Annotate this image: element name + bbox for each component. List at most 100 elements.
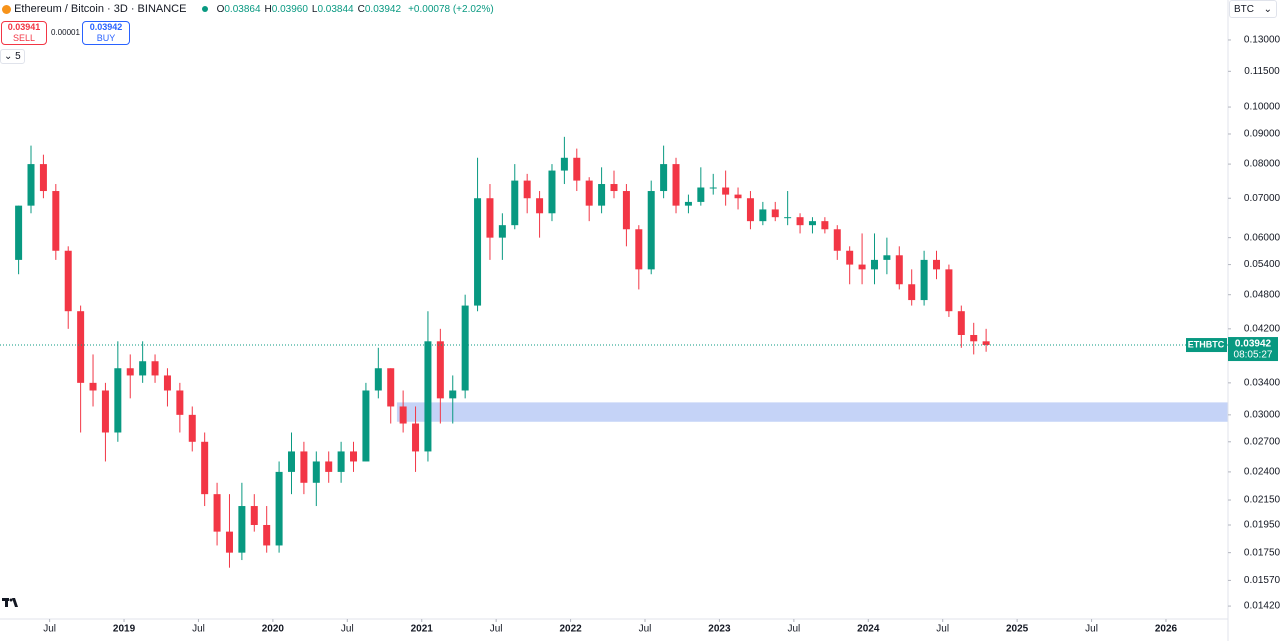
x-tick-label: 2024 — [857, 624, 880, 635]
candle-body — [672, 164, 680, 206]
candle-body — [337, 451, 345, 472]
candle-body — [449, 390, 457, 399]
candle-body — [697, 187, 705, 202]
buy-button[interactable]: 0.03942 BUY — [82, 21, 130, 45]
ohlc-value: 0.03864 — [224, 4, 261, 15]
y-tick-label: 0.02700 — [1244, 436, 1280, 447]
x-tick-label: Jul — [1085, 624, 1098, 635]
candle-body — [498, 225, 506, 238]
candle-body — [536, 198, 544, 214]
y-tick-label: 0.01420 — [1244, 601, 1280, 612]
candle-body — [647, 191, 655, 270]
candle-body — [399, 406, 407, 424]
x-tick-label: Jul — [490, 624, 503, 635]
x-tick-label: 2025 — [1006, 624, 1029, 635]
candle-body — [424, 341, 432, 452]
candle-body — [759, 209, 767, 222]
y-tick-label: 0.11500 — [1244, 66, 1280, 77]
candle-body — [858, 264, 866, 270]
candle-body — [560, 157, 568, 171]
y-tick-label: 0.02400 — [1244, 467, 1280, 478]
candle-body — [486, 198, 494, 238]
candle-body — [511, 180, 519, 226]
y-tick-label: 0.13000 — [1244, 35, 1280, 46]
symbol: Ethereum / Bitcoin · 3D · BINANCE — [14, 3, 187, 15]
y-tick-label: 0.03000 — [1244, 409, 1280, 420]
candle-body — [585, 180, 593, 206]
y-tick-label: 0.10000 — [1244, 102, 1280, 113]
candle-body — [746, 198, 754, 222]
candle-body — [101, 390, 109, 433]
y-tick-label: 0.04200 — [1244, 323, 1280, 334]
x-tick-label: Jul — [192, 624, 205, 635]
y-tick-label: 0.01950 — [1244, 520, 1280, 531]
symbol-tag — [1186, 338, 1227, 353]
candle-body — [945, 269, 953, 312]
x-tick-label: Jul — [341, 624, 354, 635]
candle-body — [474, 198, 482, 306]
candle-body — [188, 414, 196, 442]
candle-body — [139, 361, 147, 376]
x-tick-label: 2023 — [708, 624, 731, 635]
ohlc-key: O — [216, 4, 225, 15]
candle-body — [957, 311, 965, 335]
candle-body — [387, 368, 395, 407]
x-tick-label: Jul — [639, 624, 652, 635]
y-tick-label: 0.07000 — [1244, 193, 1280, 204]
candle-body — [114, 368, 122, 433]
candle-body — [784, 217, 792, 219]
currency-select[interactable]: BTC ⌄ — [1229, 0, 1277, 18]
tv-logo — [2, 598, 18, 607]
y-tick-label: 0.01570 — [1244, 575, 1280, 586]
candle-body — [895, 255, 903, 285]
candle-body — [461, 305, 469, 391]
candle-body — [350, 451, 358, 462]
x-tick-label: Jul — [787, 624, 800, 635]
candle-body — [660, 164, 668, 192]
candle-body — [52, 191, 60, 251]
candle-body — [598, 184, 606, 206]
candle-body — [622, 191, 630, 230]
candle-body — [300, 451, 308, 483]
candle-body — [870, 259, 878, 270]
candle-body — [176, 390, 184, 415]
candle-body — [412, 423, 420, 452]
candle-body — [64, 250, 72, 312]
candle-body — [771, 209, 779, 218]
y-tick-label: 0.05400 — [1244, 259, 1280, 270]
candle-body — [201, 441, 209, 495]
ohlc: O0.03864 H0.03960 L0.03844 C0.03942 — [217, 4, 405, 15]
candle-body — [722, 187, 730, 195]
candle-body — [39, 164, 47, 192]
symbol-icon — [2, 4, 11, 14]
ohlc-value: 0.03844 — [317, 4, 354, 15]
sell-label: SELL — [12, 33, 36, 43]
candle-body — [548, 170, 556, 214]
ohlc-key: C — [357, 4, 365, 15]
candle-body — [263, 524, 271, 546]
indicator-toggle[interactable]: ⌄ 5 — [0, 49, 25, 64]
buy-label: BUY — [96, 33, 116, 43]
candle-body — [225, 531, 233, 553]
spread: 0.00001 — [51, 28, 80, 37]
candle-body — [436, 341, 444, 399]
candle-body — [250, 506, 258, 525]
candle-body — [312, 461, 320, 483]
x-tick-label: Jul — [936, 624, 949, 635]
candle-body — [933, 259, 941, 270]
candle-body — [163, 375, 171, 391]
change: +0.00078 (+2.02%) — [408, 4, 494, 15]
x-tick-label: 2019 — [113, 624, 136, 635]
candle-body — [89, 382, 97, 391]
candle-body — [27, 164, 35, 206]
candle-body — [126, 368, 134, 376]
candle-body — [846, 250, 854, 265]
sell-button[interactable]: 0.03941 SELL — [1, 21, 47, 45]
candle-body — [833, 229, 841, 251]
x-tick-label: 2026 — [1155, 624, 1178, 635]
indicator-count: 5 — [15, 51, 21, 62]
candle-body — [709, 187, 717, 189]
y-tick-label: 0.09000 — [1244, 129, 1280, 140]
price-tag-label: 0.03942 — [1235, 339, 1272, 350]
y-tick-label: 0.03400 — [1244, 377, 1280, 388]
